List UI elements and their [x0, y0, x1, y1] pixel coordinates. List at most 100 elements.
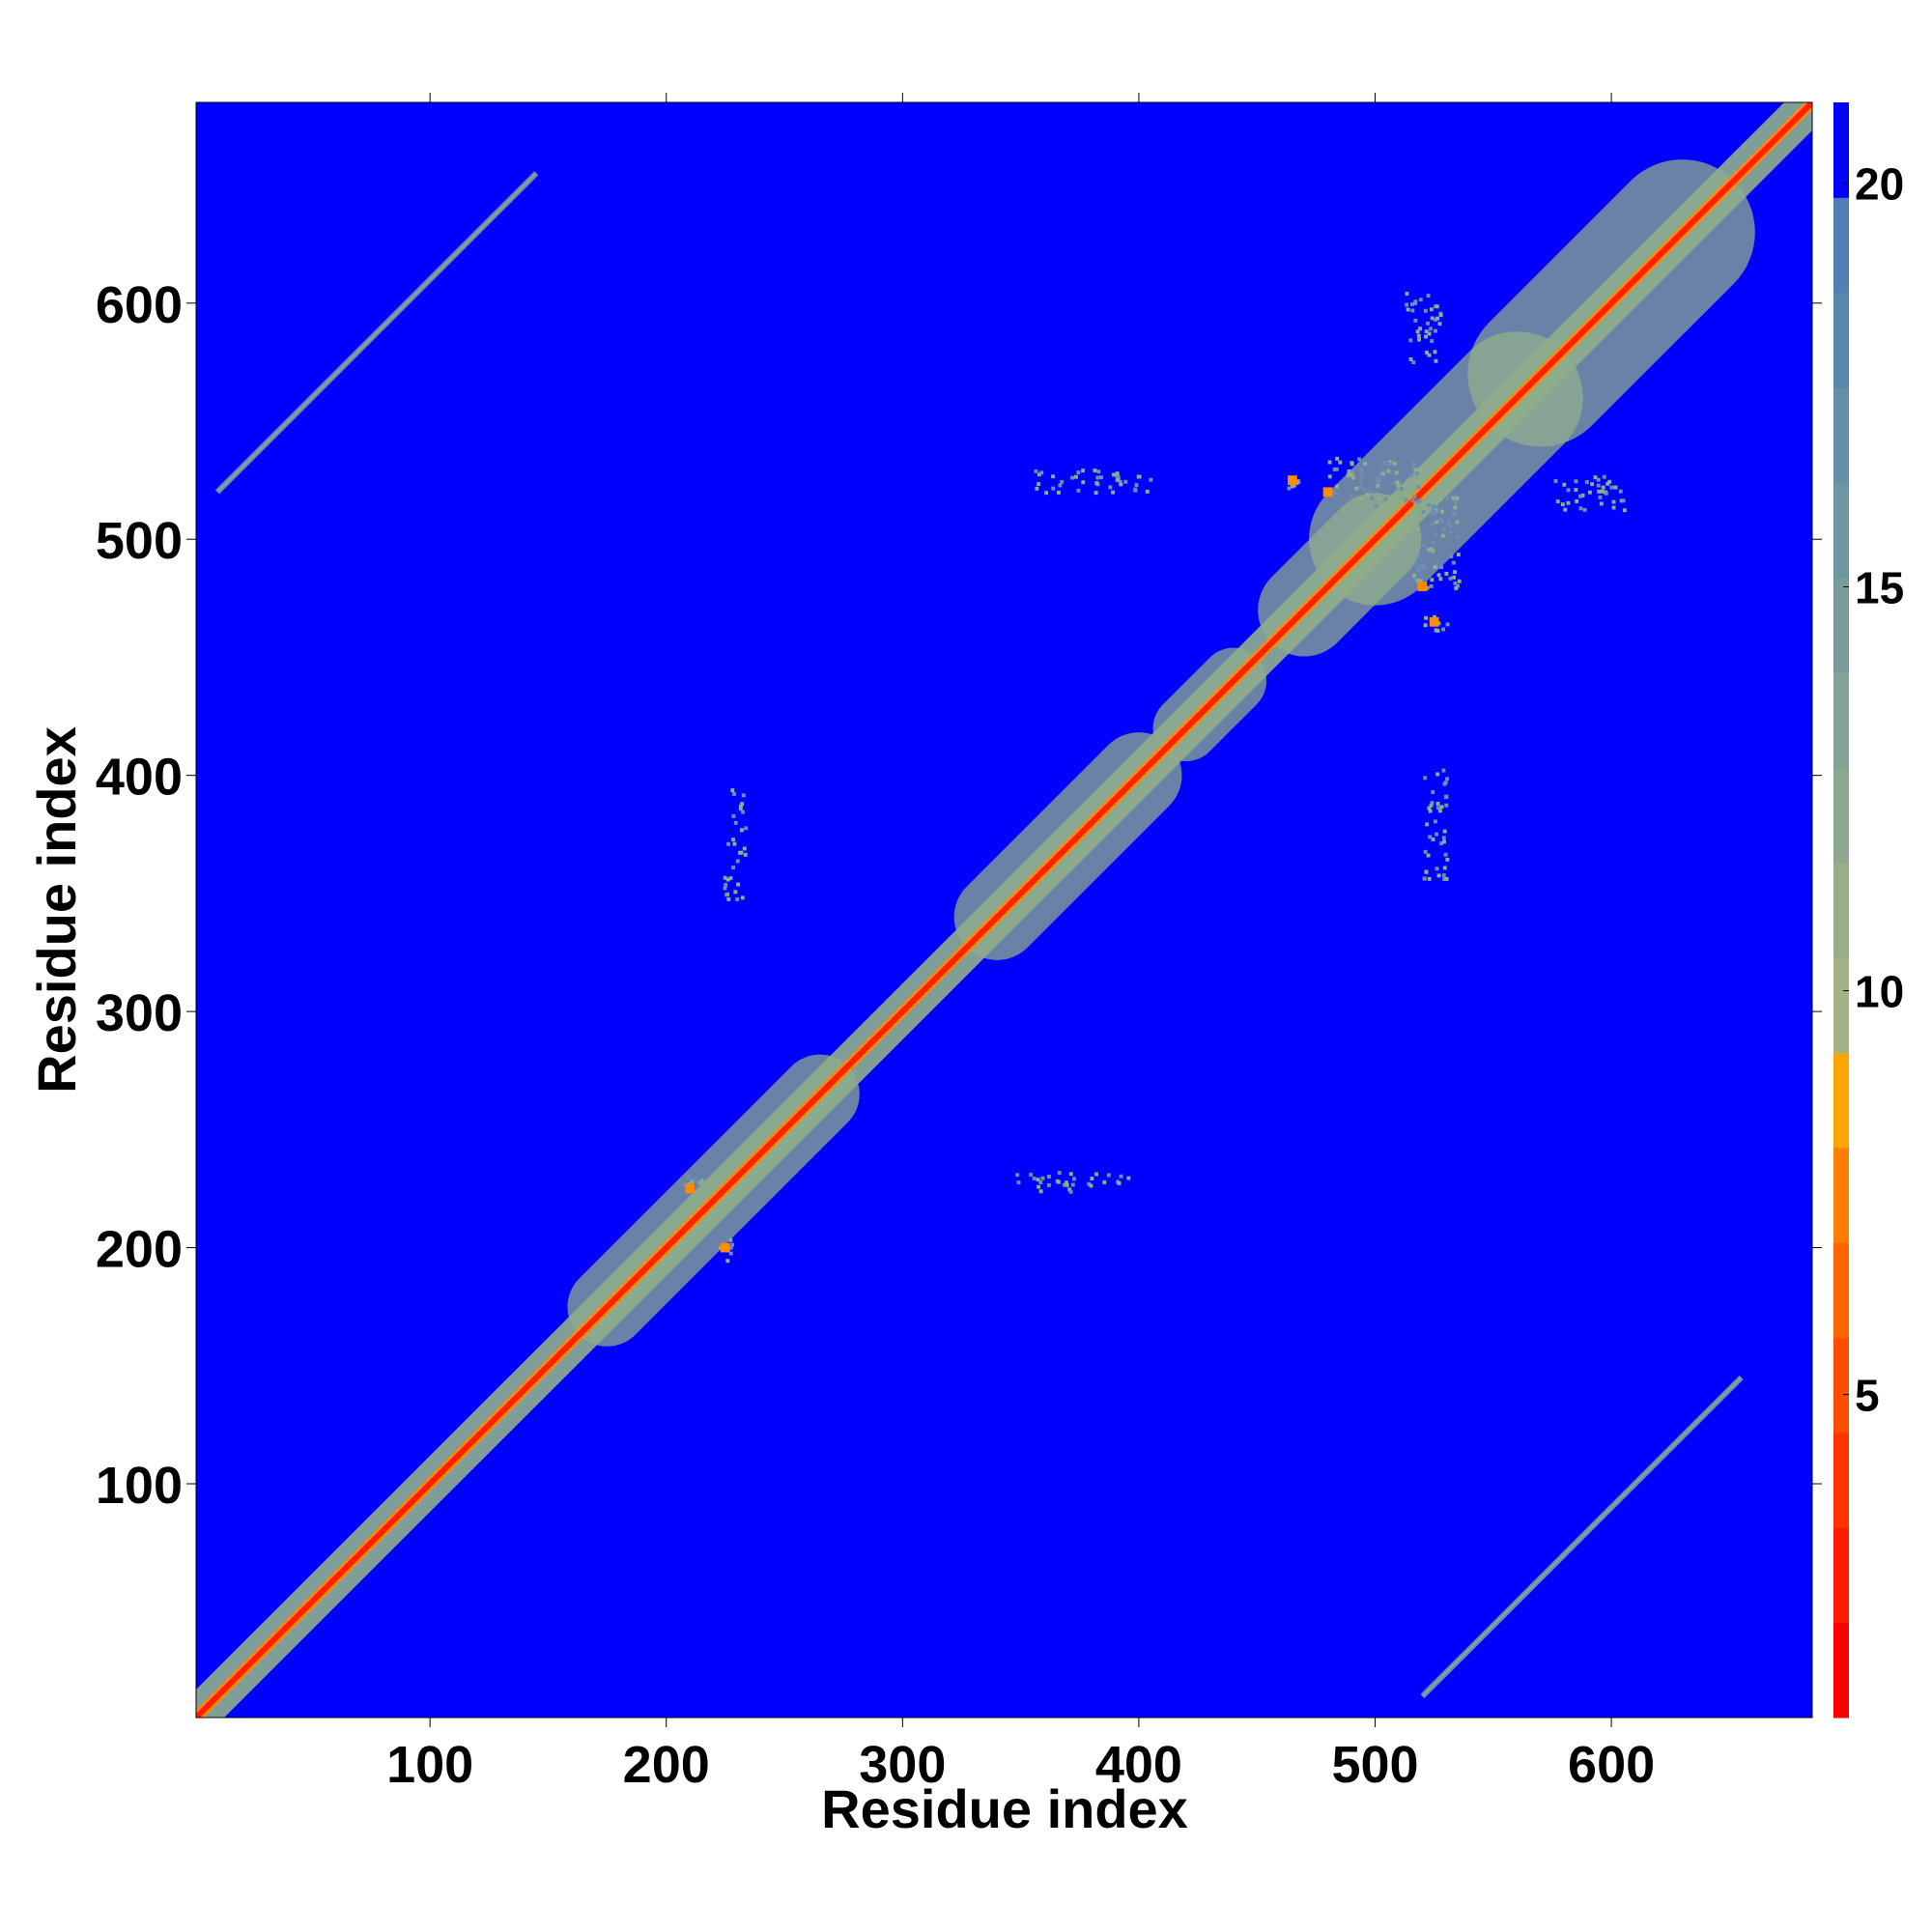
contact-cell — [1444, 803, 1449, 808]
contact-cell — [1119, 482, 1123, 487]
contact-cluster-6 — [1015, 1173, 1076, 1194]
contact-cell — [1609, 485, 1614, 490]
contact-cell — [1566, 488, 1571, 493]
contact-cell — [1435, 316, 1440, 321]
contact-cell — [1430, 339, 1435, 344]
contact-cell — [730, 788, 735, 793]
contact-cell — [1453, 581, 1458, 585]
contact-cell — [1392, 481, 1397, 486]
x-axis-ticks: 100 200 300 400 500 600 — [386, 93, 1655, 1794]
contact-cell — [1095, 475, 1100, 480]
contact-cell — [1417, 468, 1422, 472]
contact-cell — [1416, 554, 1421, 559]
contact-cell — [736, 882, 741, 887]
contact-cell — [1555, 499, 1560, 504]
contact-cell — [1429, 307, 1434, 312]
contact-cell — [1428, 835, 1433, 839]
colorbar-band — [1833, 292, 1849, 388]
contact-cell — [1439, 805, 1444, 810]
contact-cluster-1 — [1412, 496, 1462, 590]
colorbar-tick-label: 15 — [1855, 563, 1904, 613]
contact-cell — [1093, 469, 1097, 473]
contact-cell — [1134, 483, 1139, 488]
contact-cell — [1447, 520, 1452, 525]
contact-cell — [1431, 549, 1435, 554]
close-contact-0 — [1288, 475, 1297, 486]
contact-cell — [1441, 873, 1446, 878]
contact-cell — [1427, 548, 1432, 553]
contact-cell — [1038, 1189, 1043, 1194]
y-tick-label: 500 — [96, 512, 183, 570]
y-tick-label: 200 — [96, 1221, 183, 1279]
contact-cell — [1423, 623, 1428, 628]
off-diagonal-band-core-0 — [216, 172, 537, 494]
contact-cell — [743, 852, 748, 857]
contact-cell — [1424, 329, 1429, 334]
contact-cell — [1574, 479, 1578, 484]
contact-cell — [1327, 460, 1332, 465]
contact-cell — [1445, 496, 1450, 500]
contact-cell — [1117, 1180, 1122, 1185]
contact-cell — [731, 813, 736, 818]
contact-cell — [1424, 334, 1428, 339]
contact-cell — [1035, 486, 1039, 491]
contact-cell — [1335, 484, 1340, 489]
contact-cell — [1445, 622, 1450, 627]
contact-cell — [1434, 819, 1437, 824]
colorbar-band — [1833, 767, 1849, 864]
contact-cell — [742, 846, 747, 851]
contact-cell — [1596, 483, 1601, 488]
contact-cell — [681, 1182, 686, 1187]
y-tick-label: 100 — [96, 1457, 183, 1515]
contact-cell — [1396, 483, 1401, 488]
contact-cell — [741, 810, 745, 814]
contact-cell — [1434, 628, 1438, 633]
contact-cell — [1455, 496, 1460, 500]
contact-cell — [1434, 328, 1437, 333]
contact-cell — [1423, 308, 1428, 313]
contact-cell — [1394, 470, 1399, 475]
contact-cell — [740, 802, 745, 807]
contact-cell — [1456, 583, 1461, 588]
contact-cell — [1044, 491, 1049, 496]
contact-cell — [1444, 876, 1449, 881]
colorbar-band — [1833, 1052, 1849, 1149]
contact-cell — [1405, 292, 1409, 296]
contact-cell — [726, 841, 730, 846]
contact-cell — [1430, 316, 1435, 321]
contact-cell — [723, 875, 727, 880]
contact-cell — [1387, 460, 1392, 465]
contact-cell — [1377, 477, 1381, 482]
contact-cell — [1349, 494, 1353, 498]
contact-cell — [735, 859, 740, 864]
contact-cell — [1413, 561, 1418, 566]
contact-cell — [1427, 806, 1432, 810]
contact-cell — [693, 1179, 697, 1183]
contact-cell — [1422, 543, 1427, 548]
contact-cell — [1094, 481, 1099, 486]
contact-cell — [1087, 1181, 1092, 1186]
contact-cell — [1451, 560, 1456, 565]
contact-cluster-3 — [1553, 474, 1627, 513]
contact-cell — [1441, 526, 1446, 531]
contact-cell — [1363, 488, 1367, 493]
contact-cell — [1070, 475, 1075, 480]
contact-cell — [1438, 497, 1443, 501]
contact-cell — [725, 877, 730, 882]
contact-cell — [1410, 308, 1415, 313]
colorbar-band — [1833, 1622, 1849, 1719]
contact-cell — [1435, 806, 1440, 810]
contact-cell — [1413, 468, 1418, 472]
colorbar-band — [1833, 482, 1849, 579]
colorbar-band — [1833, 197, 1849, 294]
contact-cell — [1425, 585, 1430, 590]
y-tick-label: 600 — [96, 276, 183, 334]
contact-cell — [731, 838, 735, 842]
contact-cell — [1587, 490, 1592, 495]
contact-cell — [1359, 478, 1364, 483]
contact-cell — [1425, 351, 1429, 355]
contact-cell — [1036, 1178, 1040, 1182]
contact-cell — [1039, 470, 1044, 475]
contact-cluster-7 — [723, 841, 745, 901]
